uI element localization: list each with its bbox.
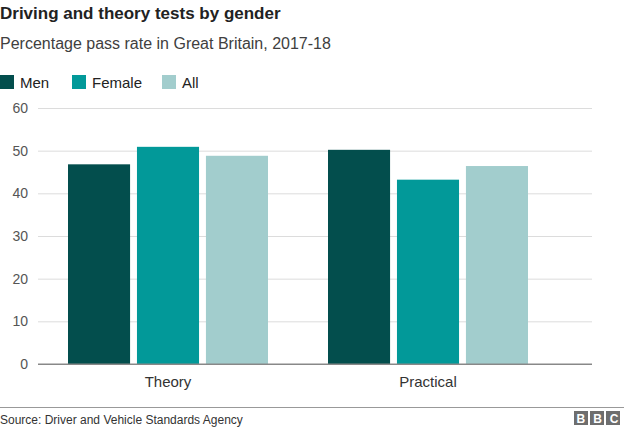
x-tick: Practical (399, 364, 457, 390)
x-tick-label: Practical (399, 373, 457, 390)
legend-swatch (0, 75, 14, 89)
y-tick-label: 40 (12, 185, 28, 201)
footer-rule (0, 407, 624, 408)
grid-line (38, 364, 592, 365)
legend-swatch (162, 75, 176, 89)
y-axis-line (39, 109, 593, 365)
baseline (38, 364, 592, 365)
grid-line (38, 151, 592, 152)
x-tick: Theory (145, 364, 192, 390)
legend-label: Men (20, 74, 49, 91)
bar (397, 180, 459, 364)
bar (206, 156, 268, 364)
bars (68, 147, 528, 364)
x-tick-label: Theory (145, 373, 192, 390)
legend-label: All (182, 74, 199, 91)
y-tick-label: 30 (12, 228, 28, 244)
y-tick: 50 (12, 143, 592, 159)
y-tick-label: 20 (12, 271, 28, 287)
bar (68, 164, 130, 364)
x-axis: Theory Practical (39, 364, 559, 390)
bar (466, 166, 528, 364)
grid-line (38, 108, 592, 109)
logo-text: BBC (577, 412, 619, 426)
legend-swatch (72, 75, 86, 89)
y-tick-label: 50 (12, 143, 28, 159)
source: Source: Driver and Vehicle Standards Age… (0, 413, 243, 427)
y-tick: 60 (12, 100, 592, 116)
legend-item: All (162, 74, 199, 91)
subtitle: Percentage pass rate in Great Britain, 2… (0, 35, 331, 52)
bar (328, 150, 390, 364)
chart: Driving and theory tests by gender Percen… (0, 0, 624, 431)
legend-item: Female (72, 74, 142, 91)
bar (137, 147, 199, 364)
y-axis: 0 10 20 30 40 50 60 (12, 100, 592, 372)
y-tick-label: 0 (20, 356, 28, 372)
legend-item: Men (0, 74, 49, 91)
title: Driving and theory tests by gender (0, 4, 281, 23)
y-tick-label: 60 (12, 100, 28, 116)
y-tick-label: 10 (12, 313, 28, 329)
logo: BBC (574, 411, 620, 426)
legend: Men Female All (0, 74, 199, 91)
legend-label: Female (92, 74, 142, 91)
